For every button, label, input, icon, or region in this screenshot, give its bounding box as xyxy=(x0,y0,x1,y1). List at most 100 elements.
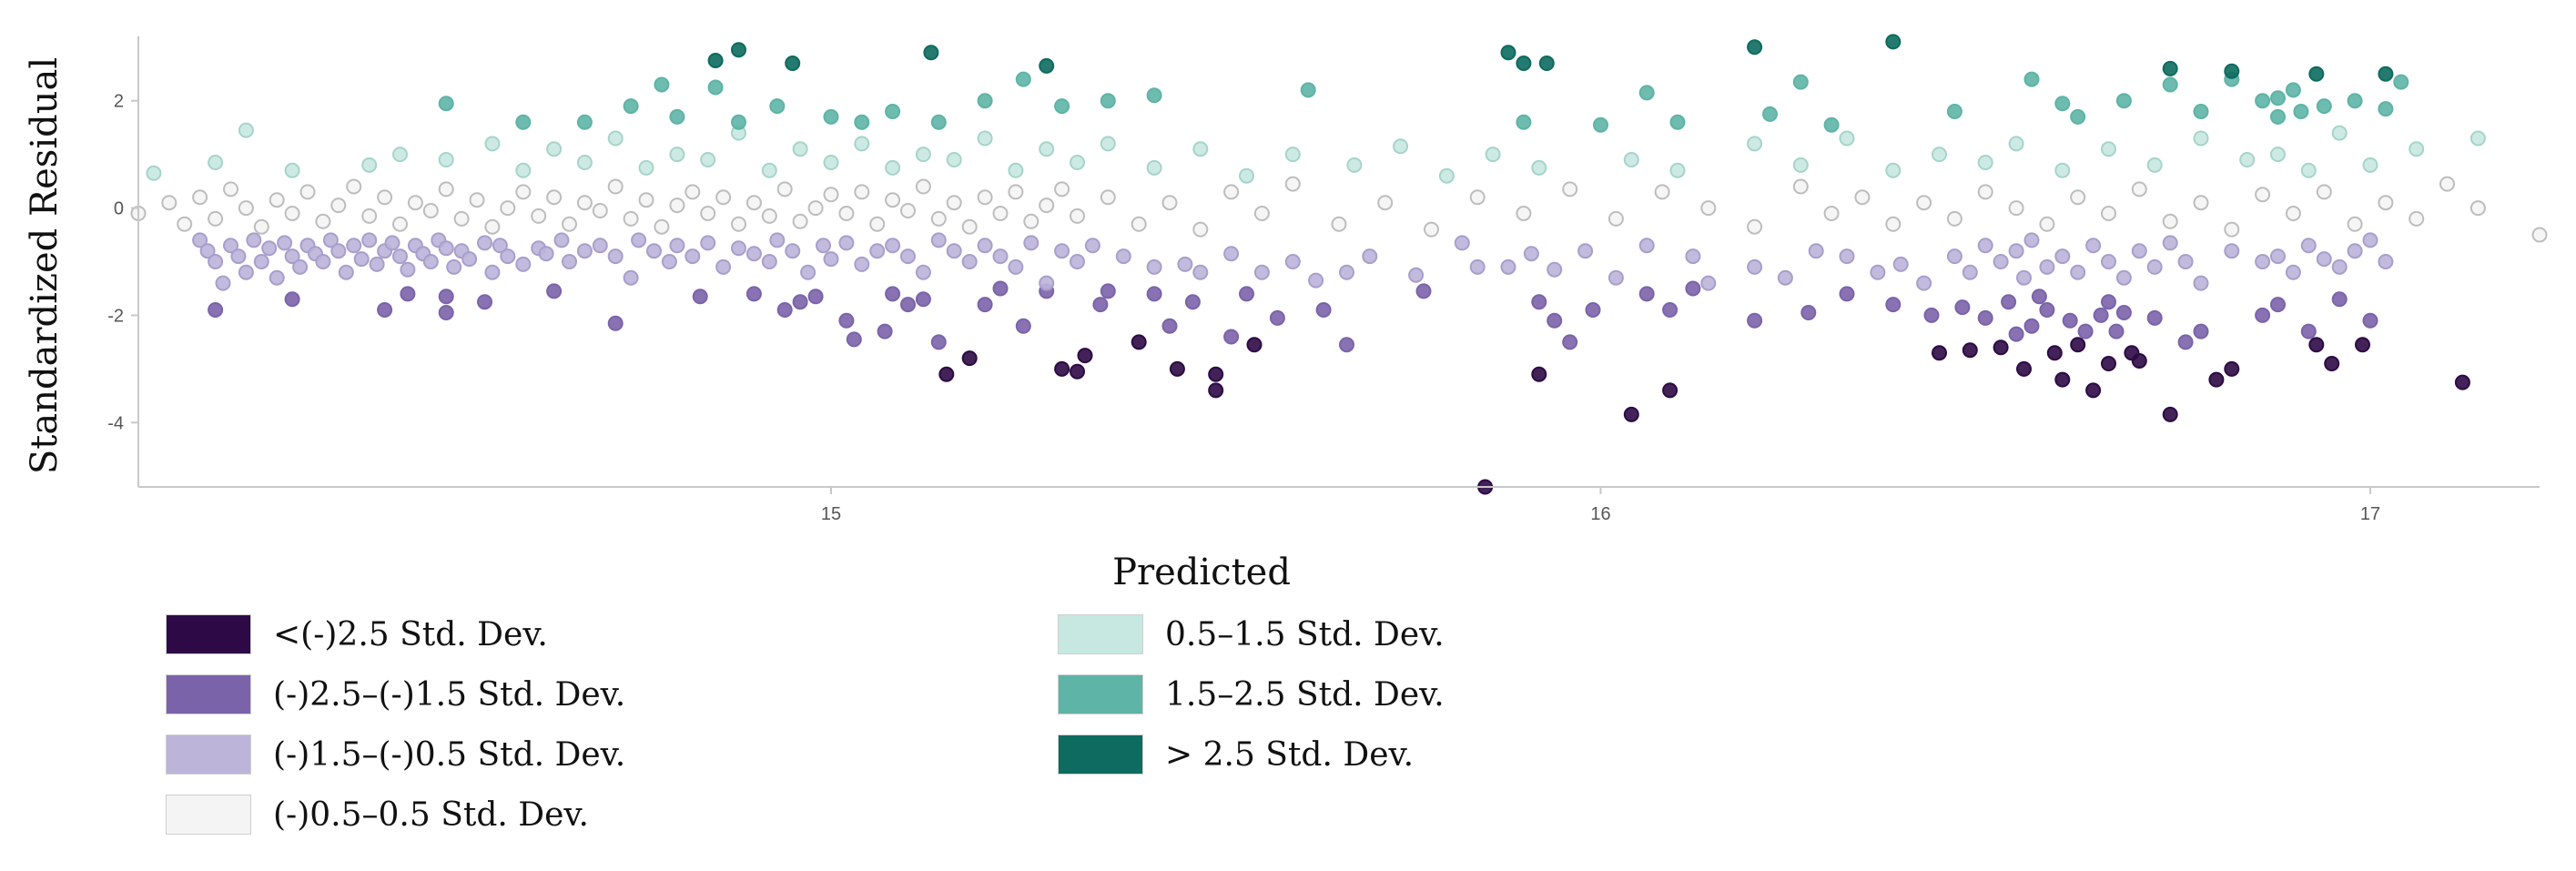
data-point xyxy=(961,254,978,269)
data-point xyxy=(1662,302,1678,318)
data-point xyxy=(1792,157,1809,173)
data-point xyxy=(223,181,238,197)
data-point xyxy=(2146,258,2163,275)
data-point xyxy=(1161,318,1178,334)
data-point xyxy=(177,216,193,232)
data-point xyxy=(1054,181,1070,197)
data-point xyxy=(208,155,224,170)
data-point xyxy=(785,243,801,259)
data-point xyxy=(1638,85,1655,101)
data-point xyxy=(669,197,685,214)
data-point xyxy=(238,200,254,217)
data-point xyxy=(2162,213,2178,229)
data-point xyxy=(338,264,354,280)
legend-item: (-)2.5–(-)1.5 Std. Dev. xyxy=(166,672,625,717)
data-point xyxy=(792,213,808,229)
data-point xyxy=(823,155,839,170)
data-point xyxy=(885,159,901,176)
data-point xyxy=(607,248,624,265)
data-point xyxy=(2108,323,2125,339)
data-point xyxy=(1192,141,1209,157)
data-point xyxy=(2001,294,2017,310)
data-point xyxy=(2101,356,2116,371)
data-point xyxy=(846,331,862,348)
data-point xyxy=(1253,264,1270,280)
data-point xyxy=(1070,363,1085,380)
data-point xyxy=(685,248,701,265)
data-point xyxy=(930,232,947,248)
data-point xyxy=(1169,360,1185,377)
data-point xyxy=(2115,269,2132,286)
data-point xyxy=(776,302,793,318)
data-point xyxy=(2270,147,2286,163)
data-point xyxy=(1700,275,1717,291)
data-point xyxy=(2008,326,2024,342)
data-point xyxy=(330,243,347,259)
data-point xyxy=(1885,297,1902,313)
data-point xyxy=(854,184,870,200)
data-point xyxy=(776,181,793,197)
data-point xyxy=(1070,208,1085,224)
data-point xyxy=(1762,106,1778,122)
data-point xyxy=(807,200,824,217)
data-point xyxy=(807,289,824,305)
data-point xyxy=(2470,200,2486,217)
data-point xyxy=(661,254,677,269)
data-point xyxy=(392,216,408,232)
data-point xyxy=(1100,136,1116,152)
legend-label: (-)1.5–(-)0.5 Std. Dev. xyxy=(273,735,626,774)
data-point xyxy=(246,232,262,248)
legend-item: (-)1.5–(-)0.5 Std. Dev. xyxy=(166,732,625,777)
data-point xyxy=(2162,76,2178,93)
data-point xyxy=(269,192,285,208)
data-point xyxy=(1662,382,1678,399)
data-point xyxy=(1469,189,1486,206)
data-point xyxy=(1531,366,1547,382)
data-point xyxy=(438,305,454,320)
data-point xyxy=(930,210,947,227)
data-point xyxy=(1777,269,1793,286)
data-point xyxy=(1792,74,1809,90)
data-point xyxy=(654,218,670,235)
data-point xyxy=(1393,138,1409,155)
data-point xyxy=(2409,210,2425,227)
data-point xyxy=(576,114,593,130)
data-point xyxy=(199,243,216,259)
data-point xyxy=(1823,116,1840,133)
data-point xyxy=(2054,162,2071,178)
data-point xyxy=(2470,130,2486,147)
data-point xyxy=(1954,299,1971,316)
data-point xyxy=(2255,187,2271,203)
data-point xyxy=(146,165,162,181)
data-point xyxy=(1070,155,1085,170)
data-point xyxy=(915,264,931,280)
data-point xyxy=(2270,248,2286,265)
data-point xyxy=(1531,294,1547,310)
x-ticks: 15 16 17 xyxy=(821,487,2380,524)
data-point xyxy=(484,264,501,280)
data-point xyxy=(1284,254,1301,269)
x-axis-title: Predicted xyxy=(1112,552,1291,593)
data-point xyxy=(1131,216,1147,232)
data-point xyxy=(792,294,808,310)
data-point xyxy=(2308,66,2325,82)
data-point xyxy=(731,240,746,257)
data-point xyxy=(816,238,831,254)
data-point xyxy=(1146,258,1162,275)
data-point xyxy=(253,254,269,269)
data-point xyxy=(869,216,886,232)
data-point xyxy=(1593,116,1608,133)
data-point xyxy=(2224,360,2240,377)
data-point xyxy=(1946,104,1962,119)
data-point xyxy=(477,294,492,310)
legend-swatch xyxy=(166,674,251,714)
data-point xyxy=(1932,147,1947,163)
data-point xyxy=(646,243,662,259)
data-point xyxy=(515,184,532,200)
data-point xyxy=(515,114,532,130)
data-point xyxy=(1523,246,1539,262)
data-point xyxy=(2224,243,2240,259)
data-point xyxy=(2285,82,2301,98)
data-point xyxy=(1239,167,1254,184)
data-point xyxy=(2131,243,2147,259)
